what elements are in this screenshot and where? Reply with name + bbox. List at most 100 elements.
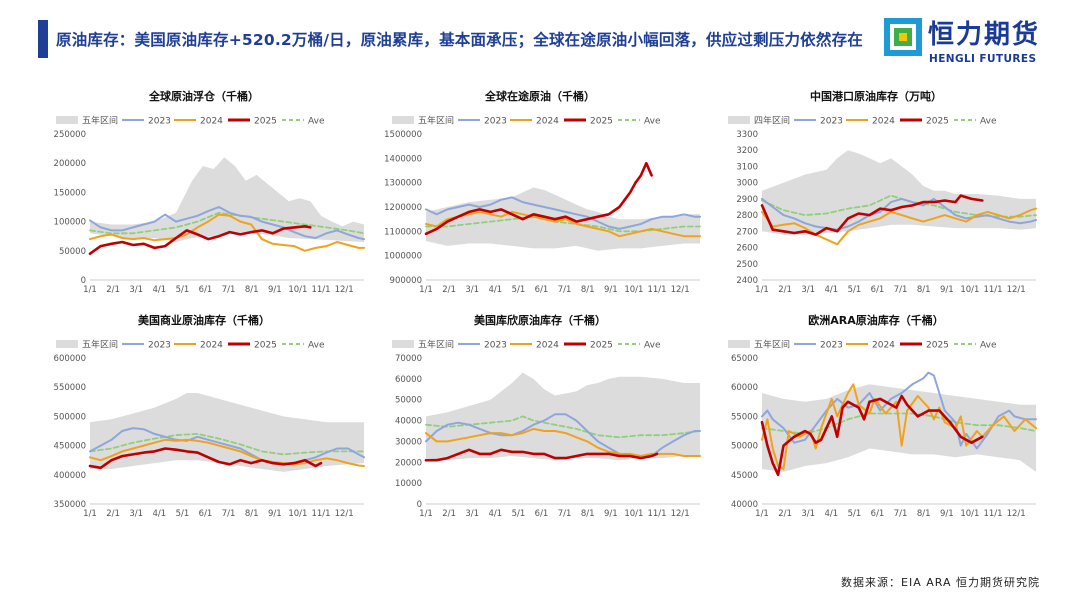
logo-name-en: HENGLI FUTURES xyxy=(929,53,1037,65)
chart-canvas: 五年区间 2023 2024 2025 Ave 0 50000 100000 150000 200… xyxy=(54,115,365,295)
legend-label: 五年区间 xyxy=(754,339,790,351)
x-tick-label: 5/1 xyxy=(176,509,190,519)
x-tick-label: 9/1 xyxy=(268,285,282,295)
x-tick-label: 6/1 xyxy=(199,285,213,295)
series-line-2023 xyxy=(425,413,701,460)
y-tick-label: 20000 xyxy=(395,458,422,468)
legend-swatch-band xyxy=(392,116,414,124)
x-tick-label: 12/1 xyxy=(1007,509,1026,519)
series-line-2025 xyxy=(760,394,984,477)
x-tick-label: 7/1 xyxy=(222,285,236,295)
x-tick-label: 11/1 xyxy=(311,285,330,295)
chart-oil-in-transit: 全球在途原油（千桶） 五年区间 2023 2024 2025 Ave 900000 1000… xyxy=(370,88,710,298)
legend-label: 五年区间 xyxy=(82,115,118,127)
y-tick-label: 30000 xyxy=(395,437,422,447)
series-line-ave xyxy=(425,415,701,439)
chart-title: 全球原油浮仓（千桶） xyxy=(149,90,259,103)
x-tick-label: 3/1 xyxy=(801,285,815,295)
series-line-2024 xyxy=(425,210,701,238)
x-tick-label: 1/1 xyxy=(83,285,97,295)
y-tick-label: 55000 xyxy=(731,412,758,422)
y-tick-label: 2700 xyxy=(736,227,758,237)
legend-label: 2023 xyxy=(820,341,843,351)
x-tick-label: 3/1 xyxy=(129,509,143,519)
y-tick-label: 2800 xyxy=(736,211,758,221)
x-tick-label: 11/1 xyxy=(647,509,666,519)
page-headline: 原油库存：美国原油库存+520.2万桶/日，原油累库，基本面承压；全球在途原油小… xyxy=(56,31,863,49)
chart-legend: 四年区间 2023 2024 2025 Ave xyxy=(728,115,997,127)
logo-mark-icon xyxy=(884,18,922,56)
y-tick-label: 550000 xyxy=(54,383,86,393)
x-tick-label: 1/1 xyxy=(83,509,97,519)
legend-label: 2025 xyxy=(590,341,613,351)
x-tick-label: 8/1 xyxy=(917,509,931,519)
x-tick-label: 11/1 xyxy=(983,509,1002,519)
logo-name-cn: 恒力期货 xyxy=(928,20,1041,50)
chart-legend: 五年区间 2023 2024 2025 Ave xyxy=(392,339,661,351)
x-tick-label: 3/1 xyxy=(801,509,815,519)
x-tick-label: 7/1 xyxy=(558,285,572,295)
y-tick-label: 10000 xyxy=(395,479,422,489)
x-tick-label: 2/1 xyxy=(442,509,456,519)
x-tick-label: 11/1 xyxy=(647,285,666,295)
legend-label: 五年区间 xyxy=(82,339,118,351)
x-tick-label: 12/1 xyxy=(335,285,354,295)
x-tick-label: 10/1 xyxy=(960,285,979,295)
x-tick-label: 8/1 xyxy=(245,285,259,295)
x-tick-label: 7/1 xyxy=(894,509,908,519)
y-tick-label: 65000 xyxy=(731,354,758,364)
x-tick-label: 2/1 xyxy=(106,285,120,295)
x-tick-label: 1/1 xyxy=(755,285,769,295)
y-tick-label: 3200 xyxy=(736,146,758,156)
chart-canvas: 五年区间 2023 2024 2025 Ave 40000 45000 50000 55000 6… xyxy=(728,339,1037,519)
y-tick-label: 45000 xyxy=(731,471,758,481)
legend-swatch-band xyxy=(392,340,414,348)
chart-title: 美国商业原油库存（千桶） xyxy=(138,314,270,327)
series-line-2023 xyxy=(89,206,365,241)
legend-label: Ave xyxy=(308,341,325,351)
legend-swatch-band xyxy=(728,116,750,124)
series-line-ave xyxy=(89,433,365,456)
legend-label: 2024 xyxy=(536,341,559,351)
legend-label: 2025 xyxy=(926,117,949,127)
x-tick-label: 6/1 xyxy=(535,285,549,295)
series-line-ave xyxy=(425,215,701,233)
y-tick-label: 500000 xyxy=(54,412,86,422)
legend-label: 五年区间 xyxy=(418,339,454,351)
x-tick-label: 12/1 xyxy=(671,285,690,295)
chart-title: 欧洲ARA原油库存（千桶） xyxy=(808,314,944,327)
y-tick-label: 3100 xyxy=(736,162,758,172)
legend-label: 2023 xyxy=(484,117,507,127)
x-tick-label: 2/1 xyxy=(442,285,456,295)
legend-label: 2023 xyxy=(148,341,171,351)
x-tick-label: 2/1 xyxy=(778,285,792,295)
legend-label: 2023 xyxy=(148,117,171,127)
x-tick-label: 10/1 xyxy=(960,509,979,519)
series-line-ave xyxy=(89,211,365,235)
x-tick-label: 11/1 xyxy=(983,285,1002,295)
chart-legend: 五年区间 2023 2024 2025 Ave xyxy=(392,115,661,127)
chart-canvas: 五年区间 2023 2024 2025 Ave 350000 400000 450000 500… xyxy=(54,339,365,519)
y-tick-label: 0 xyxy=(81,276,86,286)
x-tick-label: 5/1 xyxy=(848,509,862,519)
x-tick-label: 6/1 xyxy=(199,509,213,519)
legend-label: 2025 xyxy=(926,341,949,351)
x-tick-label: 3/1 xyxy=(465,509,479,519)
chart-legend: 五年区间 2023 2024 2025 Ave xyxy=(728,339,997,351)
chart-china-port-inventory: 中国港口原油库存（万吨） 四年区间 2023 2024 2025 Ave 2400 2500… xyxy=(706,88,1046,298)
y-tick-label: 400000 xyxy=(54,471,86,481)
y-tick-label: 1300000 xyxy=(384,179,422,189)
company-logo: 恒力期货 HENGLI FUTURES xyxy=(884,18,1054,68)
data-source-note: 数据来源：EIA ARA 恒力期货研究院 xyxy=(841,576,1040,589)
series-line-2023 xyxy=(761,371,1037,450)
x-tick-label: 3/1 xyxy=(465,285,479,295)
series-line-2024 xyxy=(89,213,365,252)
range-band xyxy=(426,372,700,461)
title-accent-bar xyxy=(38,20,48,58)
y-tick-label: 2400 xyxy=(736,276,758,286)
legend-label: Ave xyxy=(644,341,661,351)
x-tick-label: 9/1 xyxy=(604,285,618,295)
x-tick-label: 10/1 xyxy=(288,509,307,519)
chart-cushing-inventory: 美国库欣原油库存（千桶） 五年区间 2023 2024 2025 Ave 0 10000 20… xyxy=(370,312,710,522)
legend-label: 2025 xyxy=(254,341,277,351)
